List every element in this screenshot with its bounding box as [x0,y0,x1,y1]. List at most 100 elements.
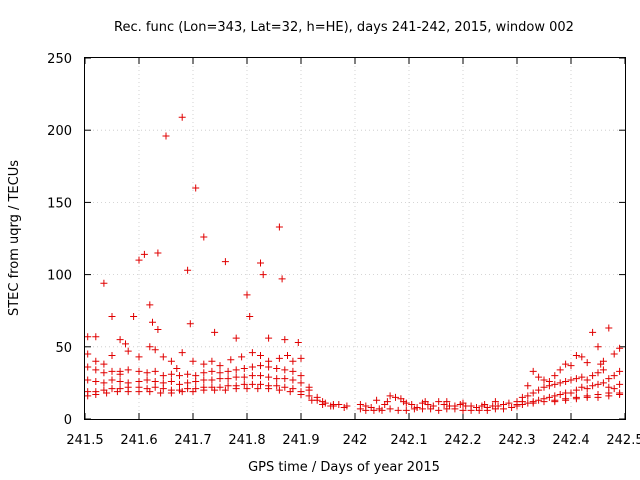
x-tick-label: 242.4 [552,433,589,448]
data-point [103,389,111,397]
data-point [146,343,154,351]
x-tick-label: 241.7 [174,433,211,448]
data-point [373,396,381,404]
x-tick-label: 242.1 [390,433,427,448]
data-point [178,388,186,396]
data-point [273,364,281,372]
data-point [556,366,564,374]
data-point [616,390,624,398]
data-point [243,291,251,299]
data-point [208,367,216,375]
data-point [248,363,256,371]
data-point [540,376,548,384]
data-point [192,184,200,192]
data-point [327,402,335,410]
data-point [435,398,443,406]
data-point [451,405,459,413]
data-point [122,340,129,348]
data-point [589,328,597,336]
data-point [567,376,575,384]
data-point [243,385,251,393]
data-point [265,385,273,393]
x-tick-label: 242.5 [606,433,640,448]
data-point [146,388,154,396]
data-point [167,357,175,365]
data-point [551,380,559,388]
data-point [483,406,491,414]
data-point [92,390,100,398]
data-point [159,353,167,361]
axis-ticks [84,57,626,420]
data-point [459,406,467,414]
data-point [232,334,240,342]
data-point [475,406,483,414]
data-point [605,375,613,383]
data-point [124,388,132,396]
data-point [178,113,186,121]
data-point [224,367,232,375]
y-tick-label: 100 [47,269,72,284]
data-point [257,362,264,370]
data-point [362,406,370,414]
data-point [491,405,499,413]
data-point [394,406,402,414]
data-point [281,336,289,344]
data-point [286,388,294,396]
data-point [540,383,548,391]
y-tick-label: 250 [47,52,72,67]
data-point [221,258,229,266]
data-point [370,406,378,414]
data-point [524,382,532,390]
data-point [92,333,100,341]
data-point [294,338,302,346]
data-point [100,360,108,368]
data-point [151,367,159,375]
data-point [616,380,624,388]
data-point [513,402,521,410]
data-point [402,406,410,414]
data-points [84,113,624,414]
x-tick-label: 242 [343,433,368,448]
data-point [535,373,543,381]
data-point [443,398,451,406]
data-point [567,389,575,397]
data-point [572,351,580,359]
data-point [84,363,92,371]
data-point [289,376,297,384]
data-point [594,393,602,401]
data-point [238,353,246,361]
data-point [605,324,613,332]
data-point [84,376,92,384]
data-point [383,398,391,406]
data-point [154,249,162,257]
data-point [232,366,240,374]
data-point [248,380,256,388]
data-point [567,362,575,370]
data-point [319,398,327,406]
data-point [135,388,143,396]
data-point [248,349,256,357]
data-point [459,399,467,407]
data-point [551,398,559,406]
data-point [140,250,148,258]
data-point [589,372,597,380]
x-tick-label: 241.5 [66,433,103,448]
data-point [178,349,186,357]
data-point [572,395,580,403]
data-point [151,346,159,354]
data-point [275,386,283,394]
y-tick-label: 0 [64,413,72,428]
data-point [562,360,570,368]
data-point [410,405,418,413]
data-point [540,398,548,406]
data-point [583,359,591,367]
x-tick-label: 241.8 [228,433,265,448]
data-point [246,312,254,320]
data-point [200,233,208,241]
data-point [124,347,132,355]
y-tick-labels: 0 50 100 150 200 250 [47,52,72,428]
data-point [386,392,394,400]
data-point [211,386,219,394]
data-point [572,386,580,394]
data-point [508,403,516,411]
